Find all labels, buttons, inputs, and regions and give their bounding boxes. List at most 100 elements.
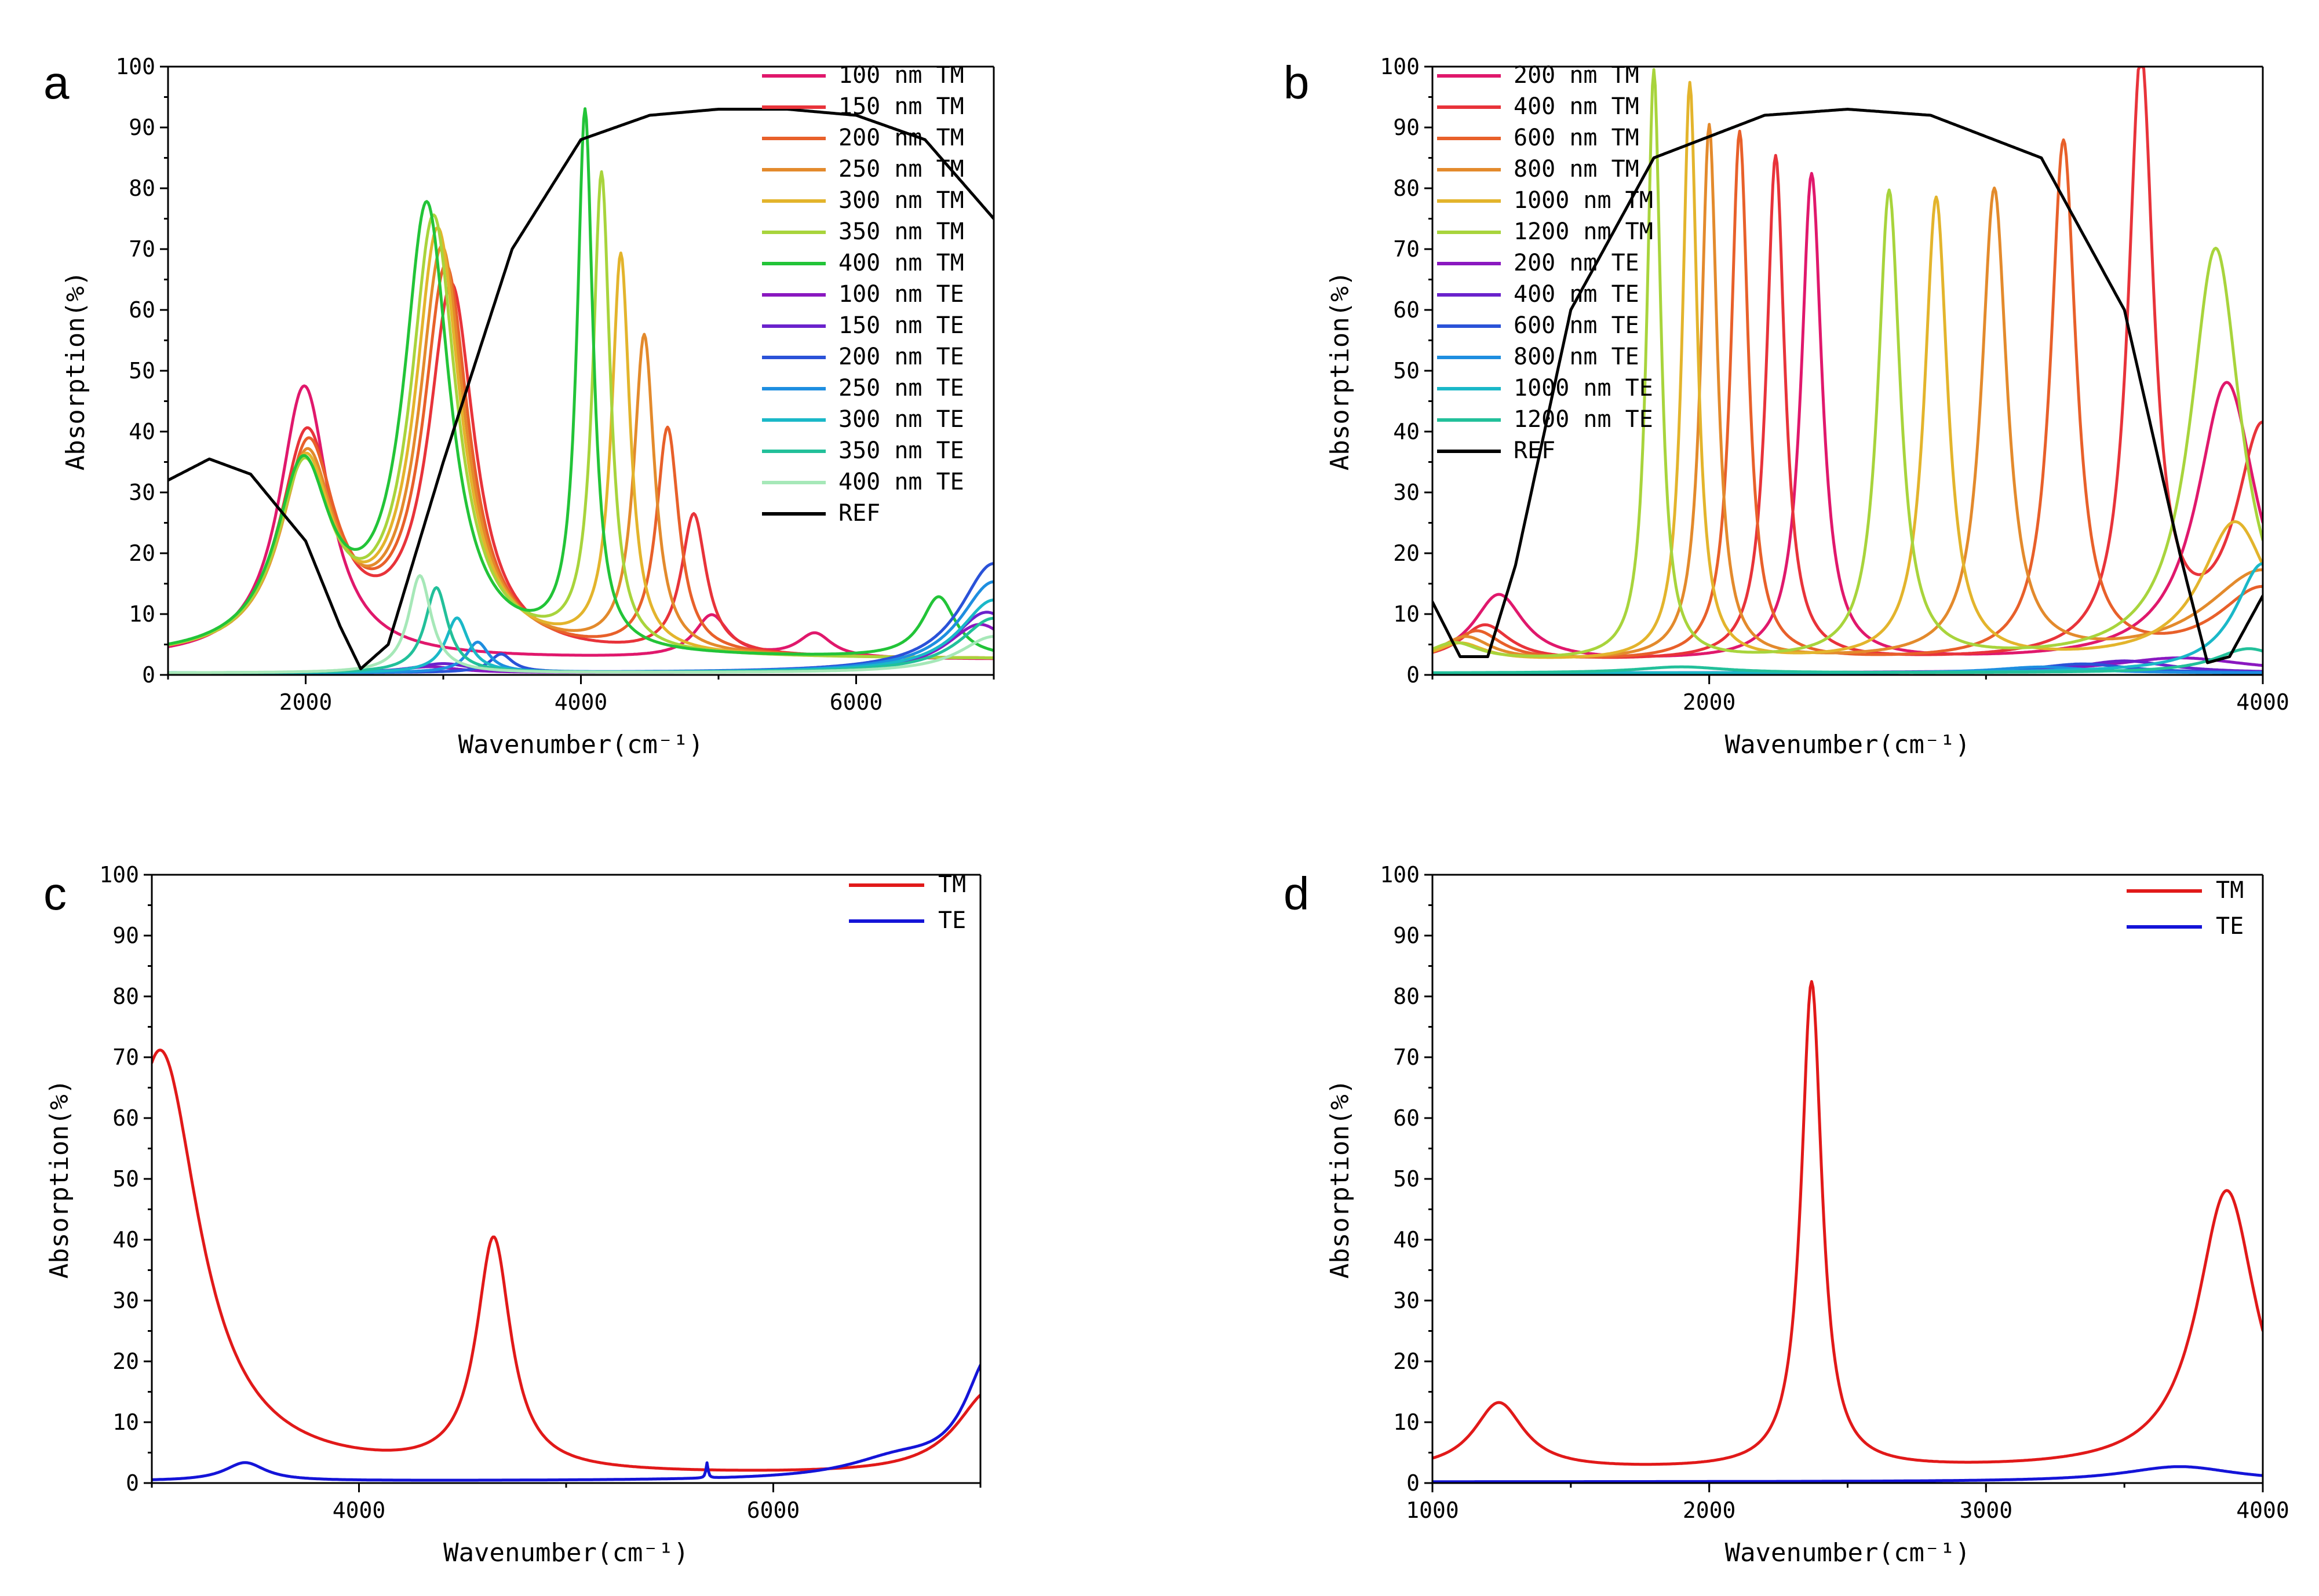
series-line-200-nm-tm <box>1432 171 2263 658</box>
series-line-ref <box>1432 108 2263 664</box>
legend-label: TM <box>2216 877 2244 904</box>
legend-label: 1000 nm TE <box>1514 375 1653 401</box>
series-line-ref <box>168 108 994 670</box>
y-tick-label: 90 <box>129 115 155 140</box>
y-tick-label: 10 <box>112 1409 139 1435</box>
y-tick-label: 70 <box>112 1044 139 1070</box>
series-line-400-nm-te <box>168 574 994 674</box>
y-tick-label: 40 <box>1393 419 1420 444</box>
legend-label: 200 nm TE <box>1514 250 1639 276</box>
series-line-te <box>1432 1465 2263 1483</box>
legend-label: 600 nm TM <box>1514 125 1639 151</box>
y-tick-label: 0 <box>126 1470 139 1496</box>
legend-label: 350 nm TM <box>838 218 964 245</box>
x-axis-label: Wavenumber(cm⁻¹) <box>1725 730 1971 759</box>
legend-label: TE <box>2216 913 2244 940</box>
y-tick-label: 10 <box>1393 1409 1420 1435</box>
y-tick-label: 20 <box>1393 540 1420 566</box>
y-tick-label: 80 <box>112 984 139 1009</box>
legend-label: TM <box>938 871 966 898</box>
y-tick-label: 40 <box>112 1227 139 1252</box>
y-tick-label: 60 <box>112 1105 139 1131</box>
y-axis-label: Absorption(%) <box>61 271 90 470</box>
legend: 200 nm TM 400 nm TM 600 nm TM 800 nm TM 1000… <box>1437 62 1653 464</box>
series-line-400-nm-tm <box>168 107 994 656</box>
series-group <box>152 1049 980 1482</box>
legend-label: 350 nm TE <box>838 437 964 464</box>
legend-label: 250 nm TM <box>838 156 964 182</box>
y-tick-label: 20 <box>112 1349 139 1374</box>
x-tick-label: 1000 <box>1406 1498 1459 1523</box>
x-tick-label: 6000 <box>747 1498 800 1523</box>
series-group <box>168 107 994 674</box>
y-tick-label: 70 <box>1393 236 1420 262</box>
legend-label: 200 nm TM <box>1514 62 1639 89</box>
y-tick-label: 0 <box>1406 1470 1420 1496</box>
panel-c: c 0 10 20 30 40 50 60 70 80 90 100 4000 6000 Wavenumb… <box>43 862 982 1568</box>
y-tick-label: 0 <box>142 662 155 688</box>
legend-label: 300 nm TE <box>838 406 964 433</box>
y-tick-label: 0 <box>1406 662 1420 688</box>
series-line-250-nm-te <box>168 580 994 674</box>
y-tick-label: 10 <box>129 601 155 627</box>
y-tick-label: 90 <box>1393 923 1420 948</box>
series-line-1200-nm-te <box>1432 647 2263 674</box>
y-tick-label: 60 <box>129 297 155 323</box>
y-tick-label: 30 <box>129 480 155 505</box>
x-tick-label: 2000 <box>1683 1498 1736 1523</box>
legend-label: 100 nm TM <box>838 62 964 89</box>
x-axis-label: Wavenumber(cm⁻¹) <box>458 730 704 759</box>
legend-label: 200 nm TE <box>838 344 964 370</box>
legend-label: 150 nm TM <box>838 93 964 120</box>
panel-letter-d: d <box>1284 868 1310 919</box>
series-line-te <box>152 1364 980 1482</box>
series-group <box>1432 67 2263 675</box>
y-tick-label: 80 <box>129 176 155 201</box>
panel-letter-a: a <box>43 57 70 108</box>
series-line-1200-nm-tm <box>1432 68 2263 658</box>
legend-label: 100 nm TE <box>838 281 964 308</box>
x-tick-label: 3000 <box>1960 1498 2013 1523</box>
legend-label: 400 nm TE <box>1514 281 1639 308</box>
y-tick-label: 100 <box>99 862 139 888</box>
legend-label: 600 nm TE <box>1514 312 1639 339</box>
series-group <box>1432 980 2263 1483</box>
panel-letter-b: b <box>1284 57 1310 108</box>
legend-label: 1200 nm TE <box>1514 406 1653 433</box>
legend-label: REF <box>1514 437 1555 464</box>
y-tick-label: 50 <box>112 1166 139 1192</box>
y-tick-label: 50 <box>1393 1166 1420 1192</box>
y-tick-label: 80 <box>1393 176 1420 201</box>
series-line-350-nm-tm <box>168 170 994 660</box>
legend-label: 400 nm TM <box>838 250 964 276</box>
legend: TM TE <box>849 871 966 934</box>
series-line-1000-nm-tm <box>1432 81 2263 659</box>
y-tick-label: 10 <box>1393 601 1420 627</box>
legend-label: 800 nm TE <box>1514 344 1639 370</box>
legend-label: 200 nm TM <box>838 125 964 151</box>
y-axis-label: Absorption(%) <box>45 1079 74 1279</box>
legend-label: 800 nm TM <box>1514 156 1639 182</box>
legend-label: 400 nm TM <box>1514 93 1639 120</box>
y-tick-label: 60 <box>1393 297 1420 323</box>
y-tick-label: 90 <box>1393 115 1420 140</box>
legend-label: 300 nm TM <box>838 187 964 214</box>
y-tick-label: 30 <box>112 1288 139 1313</box>
series-line-tm <box>152 1049 980 1472</box>
y-tick-label: 20 <box>129 540 155 566</box>
legend-label: 1200 nm TM <box>1514 218 1653 245</box>
y-tick-label: 80 <box>1393 984 1420 1009</box>
y-tick-label: 40 <box>1393 1227 1420 1252</box>
legend-label: 150 nm TE <box>838 312 964 339</box>
y-tick-label: 30 <box>1393 480 1420 505</box>
x-tick-label: 2000 <box>279 689 333 715</box>
panel-letter-c: c <box>43 868 67 919</box>
x-tick-label: 4000 <box>555 689 608 715</box>
panel-a: a 0 10 20 30 40 50 60 70 80 90 100 2000 4000 6000 Wave… <box>43 54 995 759</box>
legend-label: REF <box>838 500 880 527</box>
legend-label: 400 nm TE <box>838 469 964 495</box>
legend-label: TE <box>938 907 966 934</box>
y-tick-label: 100 <box>1380 862 1420 888</box>
series-line-tm <box>1432 980 2263 1466</box>
